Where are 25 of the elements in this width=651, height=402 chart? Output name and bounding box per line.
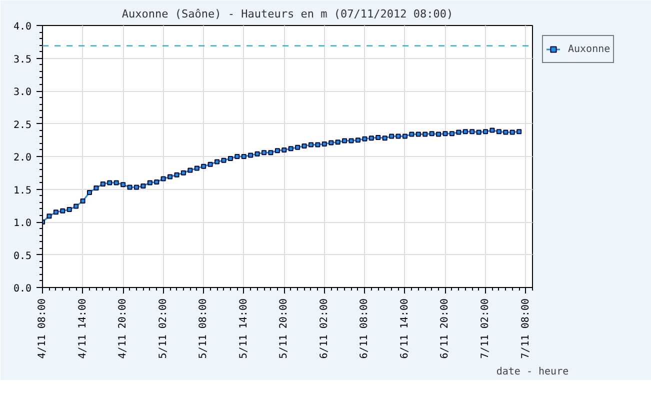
y-tick-label: 0.5	[13, 250, 32, 262]
x-axis-title: date - heure	[496, 366, 569, 378]
y-tick-label: 3.0	[13, 87, 32, 98]
chart-title: Auxonne (Saône) - Hauteurs en m (07/11/2012 08:00)	[122, 8, 454, 20]
legend-label: Auxonne	[568, 44, 610, 54]
x-tick-label: 5/11 02:00	[158, 298, 169, 359]
x-tick-label: 5/11 20:00	[278, 298, 290, 359]
y-tick-label: 3.5	[13, 54, 32, 66]
x-tick-label: 4/11 20:00	[118, 298, 129, 359]
x-tick-label: 4/11 14:00	[77, 298, 88, 359]
x-tick-label: 5/11 14:00	[238, 298, 250, 359]
x-tick-label: 7/11 08:00	[520, 298, 532, 359]
y-tick-label: 2.0	[13, 152, 32, 164]
y-tick-label: 4.0	[13, 22, 32, 32]
x-tick-label: 6/11 08:00	[359, 298, 370, 359]
x-tick-label: 6/11 02:00	[318, 298, 330, 359]
y-tick-label: 0.0	[13, 284, 32, 294]
y-tick-label: 1.5	[13, 185, 32, 196]
y-tick-label: 1.0	[13, 218, 32, 229]
x-tick-label: 7/11 02:00	[480, 298, 492, 359]
x-tick-label: 5/11 08:00	[198, 298, 210, 359]
x-tick-label: 4/11 08:00	[37, 298, 48, 359]
x-tick-label: 6/11 14:00	[399, 298, 410, 359]
y-tick-label: 2.5	[13, 120, 32, 131]
x-tick-label: 6/11 20:00	[440, 298, 451, 359]
